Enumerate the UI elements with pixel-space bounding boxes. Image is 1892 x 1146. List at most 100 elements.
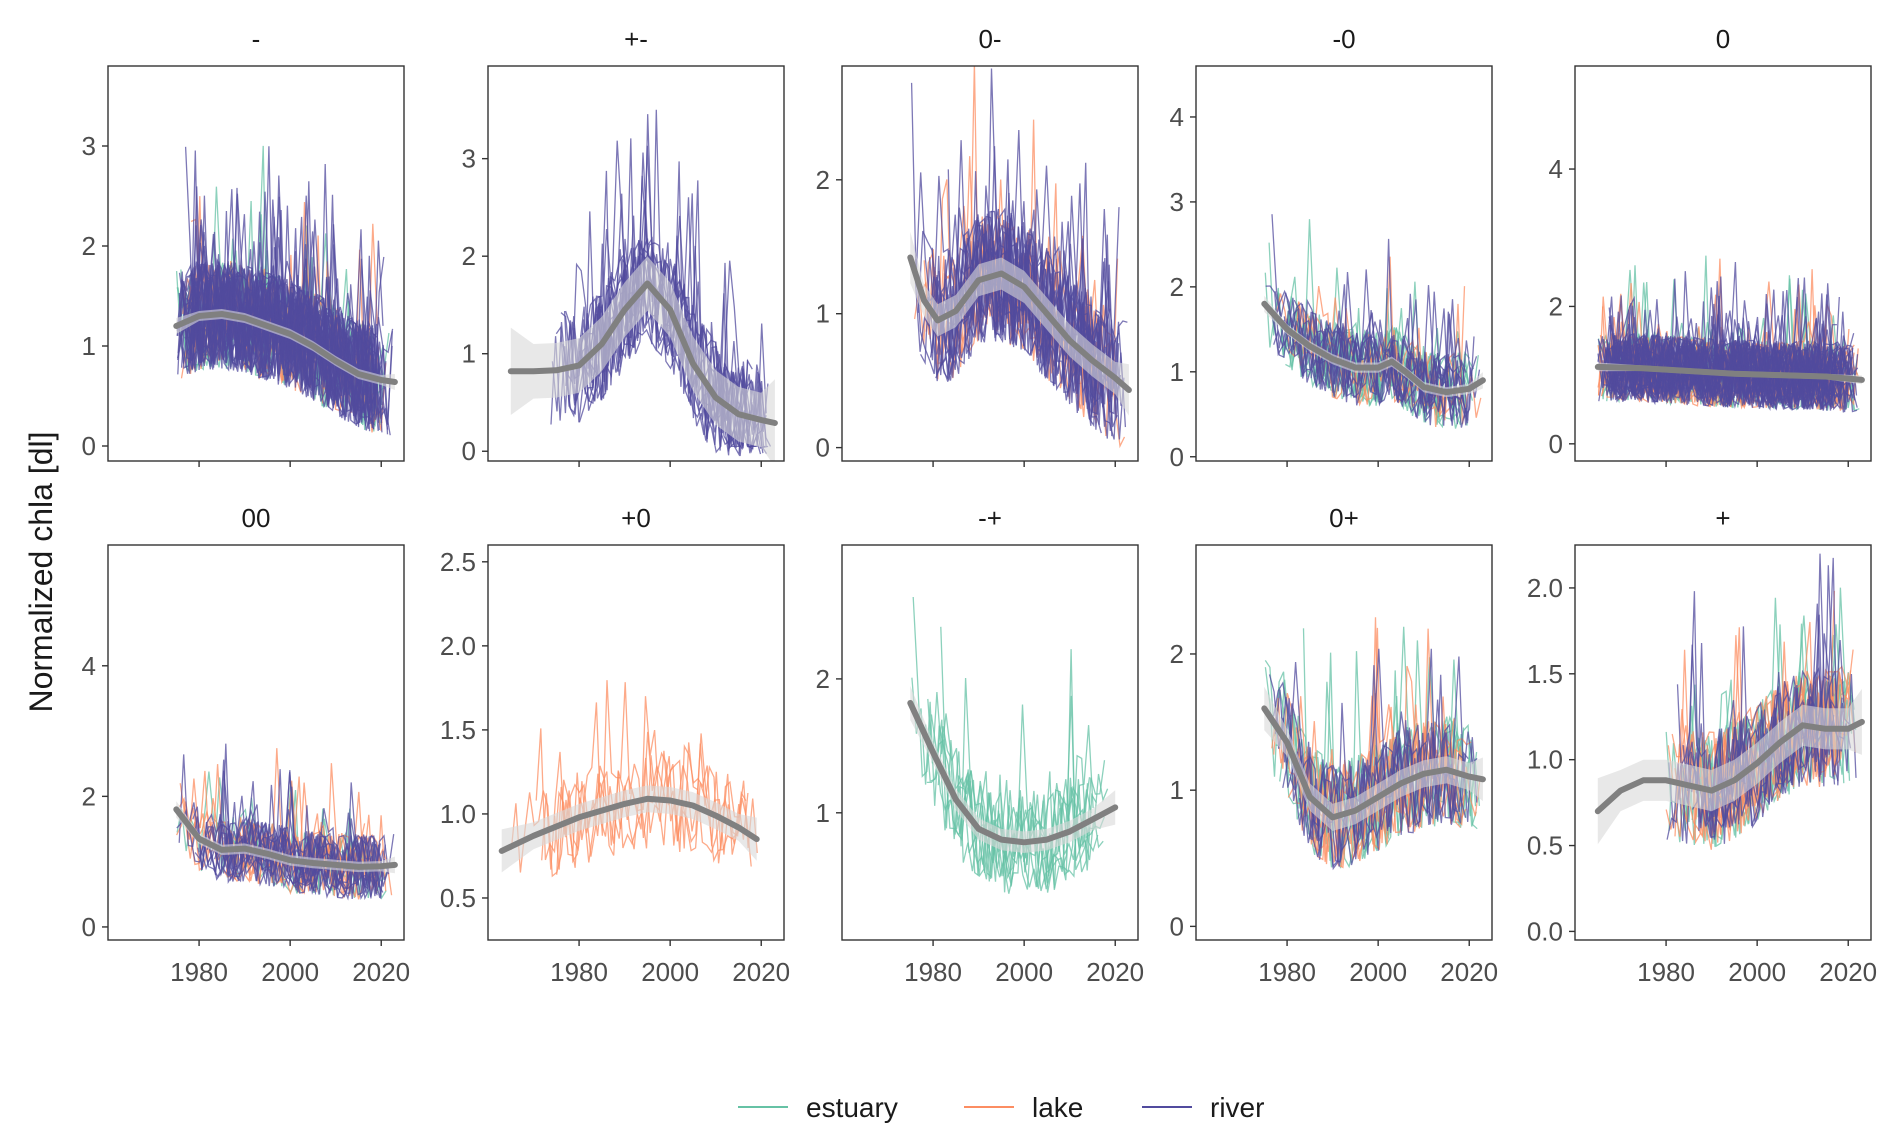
y-tick-label: 1.5 bbox=[1527, 659, 1563, 689]
x-tick-label: 2020 bbox=[732, 957, 790, 987]
facet-title: 00 bbox=[242, 503, 271, 533]
series-line-river bbox=[209, 770, 384, 898]
x-tick-label: 2020 bbox=[352, 957, 410, 987]
series-lines bbox=[510, 680, 758, 878]
facet-panel: -0 0 1 2 3 4 bbox=[1170, 24, 1493, 472]
series-line-river bbox=[197, 804, 395, 899]
plot-area bbox=[173, 145, 398, 436]
panel-border bbox=[1574, 544, 1872, 941]
series-line-river bbox=[931, 68, 1120, 412]
legend-item-estuary: estuary bbox=[738, 1092, 898, 1123]
facet-title: +0 bbox=[621, 503, 651, 533]
series-line-river bbox=[1314, 323, 1481, 426]
series-lines bbox=[1597, 255, 1860, 413]
y-tick-label: 1.5 bbox=[440, 715, 476, 745]
y-tick-label: 2 bbox=[82, 231, 96, 261]
y-tick-label: 1.0 bbox=[1527, 745, 1563, 775]
y-tick-label: 1.0 bbox=[440, 799, 476, 829]
y-tick-label: 1 bbox=[82, 331, 96, 361]
series-line-river bbox=[1666, 591, 1850, 840]
series-line-estuary bbox=[955, 725, 1094, 893]
y-tick-label: 0 bbox=[1170, 911, 1184, 941]
facet-title: -0 bbox=[1332, 24, 1355, 54]
y-tick-label: 0 bbox=[1170, 442, 1184, 472]
panel-border bbox=[487, 544, 785, 941]
y-tick-label: 2 bbox=[1549, 291, 1563, 321]
legend: estuary lake river bbox=[738, 1092, 1264, 1123]
series-line-river bbox=[1610, 318, 1854, 408]
legend-label: river bbox=[1210, 1092, 1264, 1123]
x-tick-label: 2000 bbox=[261, 957, 319, 987]
y-tick-label: 2.0 bbox=[440, 631, 476, 661]
y-tick-label: 0.5 bbox=[1527, 831, 1563, 861]
facet-title: 0- bbox=[978, 24, 1001, 54]
confidence-ribbon bbox=[910, 231, 1129, 416]
y-tick-label: 2 bbox=[1170, 639, 1184, 669]
plot-area bbox=[173, 743, 398, 901]
series-lines bbox=[176, 743, 395, 901]
panel-border bbox=[107, 65, 405, 462]
y-tick-label: 0 bbox=[82, 431, 96, 461]
panel-border bbox=[487, 65, 785, 462]
smooth-trend-line bbox=[1594, 363, 1865, 383]
x-tick-label: 1980 bbox=[1258, 957, 1316, 987]
confidence-ribbon bbox=[1264, 686, 1483, 831]
series-line-river bbox=[180, 233, 383, 433]
smooth-trend-line bbox=[173, 311, 398, 385]
y-tick-label: 2 bbox=[816, 664, 830, 694]
facet-panel: 0 0 2 4 bbox=[1549, 24, 1872, 467]
smooth-trend-line bbox=[1261, 300, 1486, 396]
plot-area bbox=[907, 66, 1132, 449]
series-line-lake bbox=[510, 680, 758, 878]
facet-panel: - 0 1 2 3 bbox=[82, 24, 405, 467]
plot-area bbox=[1594, 553, 1865, 850]
x-tick-label: 1980 bbox=[550, 957, 608, 987]
y-tick-label: 0 bbox=[1549, 429, 1563, 459]
smooth-trend-line bbox=[907, 254, 1132, 393]
series-lines bbox=[910, 66, 1128, 449]
y-tick-label: 3 bbox=[82, 131, 96, 161]
facet-title: + bbox=[1715, 503, 1730, 533]
x-tick-label: 2000 bbox=[1349, 957, 1407, 987]
facet-title: +- bbox=[624, 24, 648, 54]
confidence-ribbon bbox=[510, 256, 775, 461]
series-line-estuary bbox=[927, 692, 1097, 890]
series-line-river bbox=[1274, 269, 1472, 423]
y-tick-label: 2 bbox=[462, 241, 476, 271]
series-line-river bbox=[1611, 334, 1836, 405]
series-lines bbox=[175, 145, 394, 436]
y-tick-label: 2.0 bbox=[1527, 573, 1563, 603]
smooth-trend-line bbox=[1261, 705, 1486, 821]
facet-panel: +- 0 1 2 3 bbox=[462, 24, 785, 467]
y-tick-label: 3 bbox=[462, 144, 476, 174]
y-tick-label: 0 bbox=[816, 433, 830, 463]
y-tick-label: 1 bbox=[1170, 775, 1184, 805]
series-line-river bbox=[180, 265, 378, 421]
y-tick-label: 1 bbox=[816, 299, 830, 329]
panel-border bbox=[1195, 544, 1493, 941]
smooth-trend-line bbox=[507, 280, 778, 426]
y-tick-label: 0 bbox=[462, 436, 476, 466]
series-line-river bbox=[220, 772, 377, 894]
plot-area bbox=[907, 596, 1119, 894]
smooth-trend-line bbox=[1594, 718, 1865, 815]
plot-area bbox=[1261, 617, 1486, 871]
x-tick-label: 2020 bbox=[1819, 957, 1877, 987]
legend-label: estuary bbox=[806, 1092, 898, 1123]
series-line-estuary bbox=[961, 649, 1109, 880]
facet-title: 0+ bbox=[1329, 503, 1359, 533]
y-tick-label: 1 bbox=[816, 798, 830, 828]
y-tick-label: 2.5 bbox=[440, 547, 476, 577]
facet-title: - bbox=[252, 24, 261, 54]
y-tick-label: 4 bbox=[1549, 154, 1563, 184]
y-tick-label: 0.0 bbox=[1527, 916, 1563, 946]
legend-item-lake: lake bbox=[964, 1092, 1083, 1123]
x-tick-label: 1980 bbox=[170, 957, 228, 987]
smooth-trend-line bbox=[498, 795, 760, 854]
facet-title: -+ bbox=[978, 503, 1002, 533]
panel-border bbox=[107, 544, 405, 941]
smooth-trend-line bbox=[173, 806, 398, 870]
x-tick-label: 2000 bbox=[641, 957, 699, 987]
